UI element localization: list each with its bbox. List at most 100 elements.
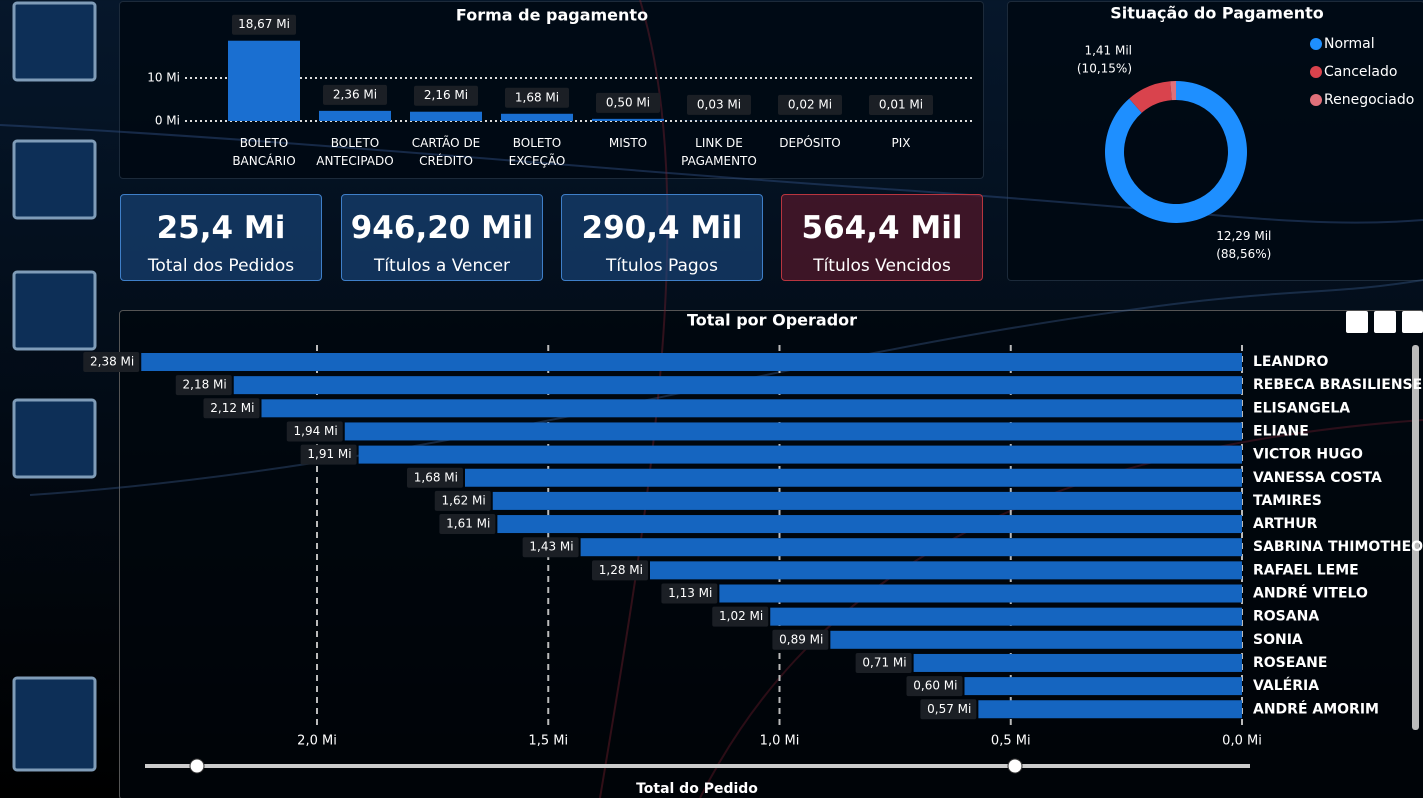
nav-button[interactable] xyxy=(12,139,97,220)
y-tick-label: SONIA xyxy=(1253,632,1303,648)
y-tick-label: LEANDRO xyxy=(1253,354,1328,370)
bar xyxy=(358,445,1242,464)
value-label: 1,02 Mi xyxy=(719,609,763,623)
value-label: 1,91 Mi xyxy=(307,447,351,461)
kpi-value: 946,20 Mil xyxy=(350,210,534,246)
y-tick-label: 0 Mi xyxy=(155,114,180,128)
value-label: 1,94 Mi xyxy=(294,424,338,438)
bar xyxy=(770,607,1242,626)
bar xyxy=(978,700,1242,719)
kpi-card: 564,4 Mil Títulos Vencidos xyxy=(781,194,983,281)
kpi-value: 290,4 Mil xyxy=(581,210,743,246)
kpi-label: Títulos Pagos xyxy=(606,256,718,276)
focus-icon[interactable] xyxy=(1374,311,1396,333)
x-tick-label: LINK DE PAGAMENTO xyxy=(681,136,757,168)
value-label: 2,36 Mi xyxy=(333,87,377,101)
chart-title: Total por Operador xyxy=(687,311,857,330)
bar xyxy=(141,353,1242,371)
bar xyxy=(719,584,1242,603)
value-label-bg xyxy=(712,606,769,627)
legend-marker xyxy=(1310,66,1322,78)
donut-slice xyxy=(1105,81,1247,223)
more-icon[interactable] xyxy=(1402,311,1423,333)
value-label: 18,67 Mi xyxy=(238,17,290,31)
y-tick-label: VANESSA COSTA xyxy=(1253,470,1382,486)
legend-marker xyxy=(1310,94,1322,106)
value-label-bg xyxy=(596,92,660,113)
bar xyxy=(501,113,573,121)
value-label: 2,12 Mi xyxy=(210,401,254,415)
x-tick-label: MISTO xyxy=(608,136,648,150)
slider-knob[interactable] xyxy=(1007,758,1023,774)
donut-slice xyxy=(1170,81,1176,101)
y-tick-label: ROSANA xyxy=(1253,609,1319,625)
value-label: 0,01 Mi xyxy=(879,97,923,111)
kpi-value: 564,4 Mil xyxy=(801,210,963,246)
x-axis-title: Total do Pedido xyxy=(636,781,758,797)
bar xyxy=(830,630,1242,649)
bar xyxy=(410,111,482,121)
bar xyxy=(492,491,1242,510)
value-label-bg xyxy=(323,84,387,105)
data-label: (88,56%) xyxy=(1216,247,1271,261)
nav-icons xyxy=(12,1,97,772)
value-label: 1,28 Mi xyxy=(599,563,643,577)
bar xyxy=(228,40,300,121)
value-label: 0,02 Mi xyxy=(788,97,832,111)
bar xyxy=(497,515,1242,534)
kpi-value: 25,4 Mi xyxy=(156,210,286,246)
x-tick-label: CARTÃO DE CRÉDITO xyxy=(411,136,481,168)
value-label-bg xyxy=(772,629,829,650)
slider-knob[interactable] xyxy=(189,758,205,774)
bar xyxy=(592,118,664,121)
value-label-bg xyxy=(286,421,343,442)
y-tick-label: ARTHUR xyxy=(1253,516,1318,532)
value-label: 2,16 Mi xyxy=(424,88,468,102)
kpi-card: 946,20 Mil Títulos a Vencer xyxy=(341,194,543,281)
value-label: 1,62 Mi xyxy=(442,493,486,507)
data-label: (10,15%) xyxy=(1077,61,1132,75)
value-label-bg xyxy=(175,375,232,396)
value-label: 1,68 Mi xyxy=(515,90,559,104)
x-tick-label: 0,5 Mi xyxy=(991,734,1031,749)
y-tick-label: VICTOR HUGO xyxy=(1253,447,1363,463)
kpi-label: Títulos a Vencer xyxy=(373,256,511,276)
nav-button[interactable] xyxy=(12,1,97,82)
filter-button[interactable] xyxy=(12,676,97,772)
y-tick-label: ANDRÉ VITELO xyxy=(1253,585,1368,602)
scrollbar[interactable] xyxy=(1412,345,1419,730)
kpi-label: Total dos Pedidos xyxy=(147,256,295,276)
bar xyxy=(344,422,1242,441)
value-label-bg xyxy=(687,94,751,115)
nav-button[interactable] xyxy=(12,398,97,479)
x-tick-label: DEPÓSITO xyxy=(779,136,841,150)
y-tick-label: TAMIRES xyxy=(1253,493,1322,509)
value-label: 0,57 Mi xyxy=(927,702,971,716)
bar xyxy=(233,376,1242,395)
value-label-bg xyxy=(434,490,491,511)
data-label: 1,41 Mil xyxy=(1084,43,1132,57)
value-label-bg xyxy=(920,699,977,720)
nav-button[interactable] xyxy=(12,270,97,351)
value-label-bg xyxy=(203,398,260,419)
legend-label: Renegociado xyxy=(1324,92,1414,108)
filter-icon[interactable] xyxy=(1346,311,1368,333)
x-tick-label: 1,5 Mi xyxy=(528,734,568,749)
value-label-bg xyxy=(661,583,718,604)
x-tick-label: 2,0 Mi xyxy=(297,734,337,749)
y-tick-label: ELISANGELA xyxy=(1253,400,1350,416)
y-tick-label: REBECA BRASILIENSE xyxy=(1253,377,1422,393)
value-label-bg xyxy=(407,467,463,488)
legend-label: Normal xyxy=(1324,36,1375,52)
y-tick-label: 10 Mi xyxy=(147,71,180,85)
value-label-bg xyxy=(232,14,296,35)
panel-tools xyxy=(1346,311,1423,333)
donut-slice xyxy=(1129,81,1172,113)
bar xyxy=(319,110,391,121)
bar xyxy=(261,399,1242,418)
value-label: 0,03 Mi xyxy=(697,97,741,111)
y-tick-label: VALÉRIA xyxy=(1253,677,1319,694)
x-tick-label: BOLETO ANTECIPADO xyxy=(316,136,394,168)
